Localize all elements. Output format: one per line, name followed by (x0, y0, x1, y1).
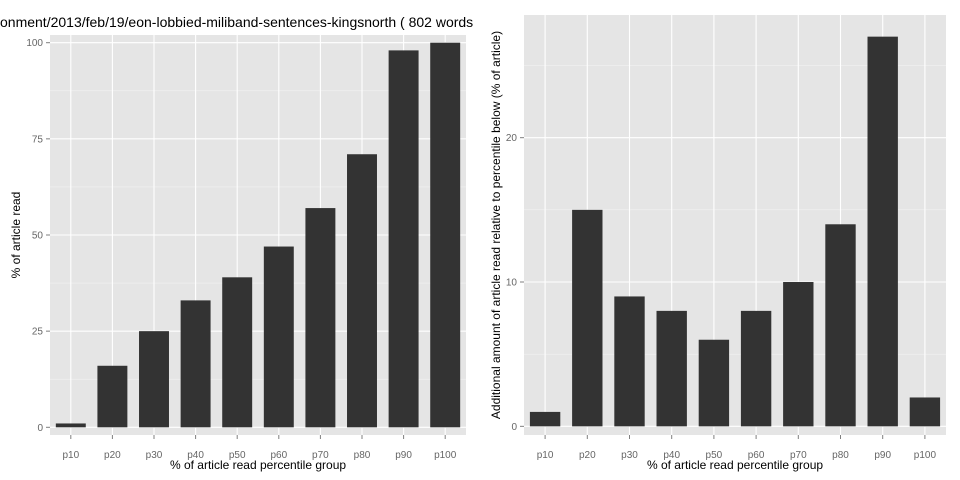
y-tick-label: 0 (511, 422, 517, 433)
right-chart: 0 10 20 p10 p20 p30 p40 p50 p60 p70 p80 p90 p100 % … (489, 15, 946, 472)
left-bars (55, 42, 461, 428)
bar-p10 (55, 423, 86, 428)
bar-p50 (222, 277, 253, 428)
bar-p60 (740, 310, 772, 427)
left-y-axis-title: % of article read (9, 192, 23, 279)
bar-p90 (388, 50, 419, 428)
bar-p80 (347, 154, 377, 428)
x-tick-label-p20: p20 (579, 450, 596, 461)
x-tick-label-p70: p70 (312, 450, 329, 461)
bar-p70 (305, 208, 336, 428)
bar-p90 (867, 36, 898, 427)
bar-p50 (698, 339, 730, 427)
bar-p100 (430, 42, 461, 428)
left-x-axis: p10 p20 p30 p40 p50 p60 p70 p80 p90 p100 (62, 435, 457, 461)
bar-p20 (97, 365, 128, 428)
y-tick-label: 20 (506, 133, 518, 144)
right-y-axis: 0 10 20 (506, 133, 524, 433)
right-y-axis-title: Additional amount of article read relati… (489, 31, 503, 419)
left-y-axis: 0 25 50 75 100 (26, 38, 50, 434)
bar-p40 (656, 310, 687, 427)
right-bars (529, 36, 941, 427)
left-x-axis-title: % of article read percentile group (170, 458, 346, 472)
x-tick-label-p10: p10 (537, 450, 554, 461)
y-tick-label: 100 (26, 38, 43, 49)
bar-p80 (825, 224, 856, 427)
x-tick-label-p100: p100 (434, 450, 457, 461)
y-tick-label: 50 (32, 231, 44, 242)
bar-p20 (572, 209, 603, 427)
x-tick-label-p50: p50 (229, 450, 246, 461)
x-tick-label-p50: p50 (706, 450, 723, 461)
x-tick-label-p80: p80 (354, 450, 371, 461)
x-tick-label-p30: p30 (146, 450, 163, 461)
right-x-axis-title: % of article read percentile group (647, 458, 823, 472)
y-tick-label: 25 (32, 327, 44, 338)
x-tick-label-p20: p20 (104, 450, 121, 461)
bar-p10 (529, 411, 561, 427)
x-tick-label-p60: p60 (748, 450, 765, 461)
bar-p30 (614, 296, 645, 427)
bar-p30 (139, 331, 169, 428)
bar-p100 (909, 397, 941, 427)
bar-p70 (783, 282, 814, 427)
x-tick-label-p80: p80 (832, 450, 849, 461)
x-tick-label-p10: p10 (62, 450, 79, 461)
bar-p60 (263, 246, 294, 428)
x-tick-label-p60: p60 (270, 450, 287, 461)
y-tick-label: 0 (37, 423, 43, 434)
x-tick-label-p90: p90 (874, 450, 891, 461)
left-chart-title: onment/2013/feb/19/eon-lobbied-miliband-… (0, 14, 473, 30)
right-x-axis: p10 p20 p30 p40 p50 p60 p70 p80 p90 p100 (537, 435, 937, 461)
x-tick-label-p30: p30 (621, 450, 638, 461)
x-tick-label-p70: p70 (790, 450, 807, 461)
x-tick-label-p100: p100 (914, 450, 937, 461)
x-tick-label-p90: p90 (395, 450, 412, 461)
x-tick-label-p40: p40 (663, 450, 680, 461)
x-tick-label-p40: p40 (187, 450, 204, 461)
bar-p40 (180, 300, 211, 428)
y-tick-label: 75 (32, 134, 44, 145)
y-tick-label: 10 (506, 278, 518, 289)
